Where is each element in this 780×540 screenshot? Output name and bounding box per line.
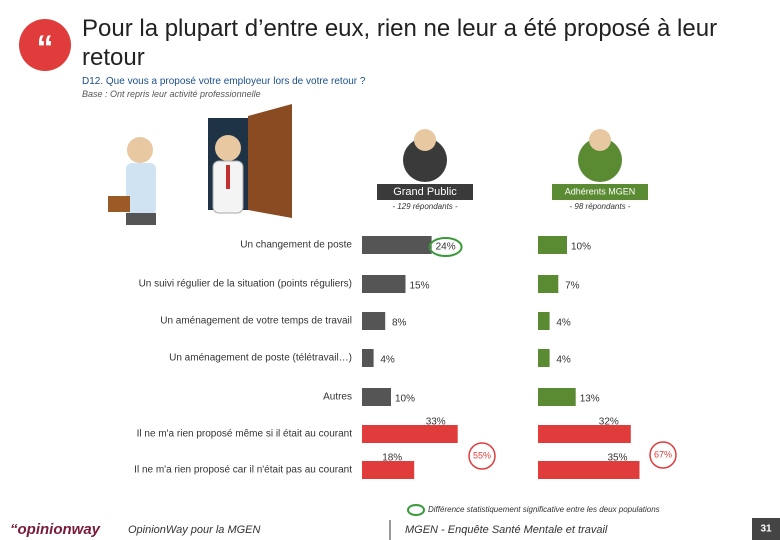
value-label: 33% bbox=[426, 417, 446, 428]
series-name: Grand Public bbox=[393, 186, 457, 198]
series-header bbox=[552, 184, 648, 200]
value-label: 8% bbox=[392, 318, 407, 329]
page-number: 31 bbox=[760, 524, 772, 535]
illustration bbox=[108, 104, 622, 225]
bar bbox=[538, 388, 576, 406]
page-box bbox=[752, 518, 780, 540]
category-label: Autres bbox=[323, 392, 352, 403]
value-label: 10% bbox=[395, 394, 415, 405]
value-label: 7% bbox=[565, 281, 580, 292]
value-label: 4% bbox=[556, 318, 571, 329]
value-label: 4% bbox=[380, 355, 395, 366]
value-label: 15% bbox=[409, 281, 429, 292]
bar bbox=[538, 349, 550, 367]
value-label: 18% bbox=[382, 453, 402, 464]
bar bbox=[362, 461, 415, 479]
base: Base : Ont repris leur activité professi… bbox=[82, 89, 261, 99]
series-header bbox=[377, 184, 473, 200]
category-label: Un changement de poste bbox=[240, 240, 352, 251]
bar bbox=[538, 236, 567, 254]
bar bbox=[538, 461, 640, 479]
value-label: 32% bbox=[599, 417, 619, 428]
category-label: Il ne m'a rien proposé car il n'était pa… bbox=[134, 465, 352, 476]
quote-badge bbox=[19, 19, 71, 71]
respondents: - 129 répondants - bbox=[392, 202, 458, 211]
value-label: 13% bbox=[580, 394, 600, 405]
bar bbox=[538, 425, 631, 443]
total-circle bbox=[468, 442, 496, 470]
bar bbox=[538, 312, 550, 330]
bar bbox=[362, 388, 391, 406]
category-label: Un aménagement de votre temps de travail bbox=[160, 316, 352, 327]
category-label: Un aménagement de poste (télétravail…) bbox=[169, 353, 352, 364]
value-label: 10% bbox=[571, 242, 591, 253]
value-label: 4% bbox=[556, 355, 571, 366]
footer-left: OpinionWay pour la MGEN bbox=[128, 524, 261, 536]
total-circle bbox=[649, 441, 677, 469]
bar bbox=[362, 349, 374, 367]
category-label: Il ne m'a rien proposé même si il était … bbox=[137, 429, 353, 440]
value-label: 24% bbox=[436, 242, 456, 253]
significance-key bbox=[407, 504, 425, 516]
logo: “opinionway bbox=[10, 521, 101, 538]
series-name: Adhérents MGEN bbox=[565, 186, 636, 196]
title: Pour la plupart d’entre eux, rien ne leu… bbox=[82, 15, 718, 71]
question: D12. Que vous a proposé votre employeur … bbox=[82, 76, 366, 87]
bar bbox=[538, 275, 559, 293]
total-label: 55% bbox=[473, 450, 491, 460]
bar bbox=[362, 275, 406, 293]
bar bbox=[362, 312, 386, 330]
significance-note: Différence statistiquement significative… bbox=[428, 505, 660, 514]
quote-icon: “ bbox=[37, 29, 54, 67]
bar bbox=[362, 236, 432, 254]
value-label: 35% bbox=[607, 453, 627, 464]
bar bbox=[362, 425, 458, 443]
category-label: Un suivi régulier de la situation (point… bbox=[139, 279, 352, 290]
significance-circle bbox=[428, 237, 463, 257]
respondents: - 98 répondants - bbox=[570, 202, 631, 211]
total-label: 67% bbox=[654, 449, 672, 459]
footer-right: MGEN - Enquête Santé Mentale et travail bbox=[405, 524, 608, 536]
